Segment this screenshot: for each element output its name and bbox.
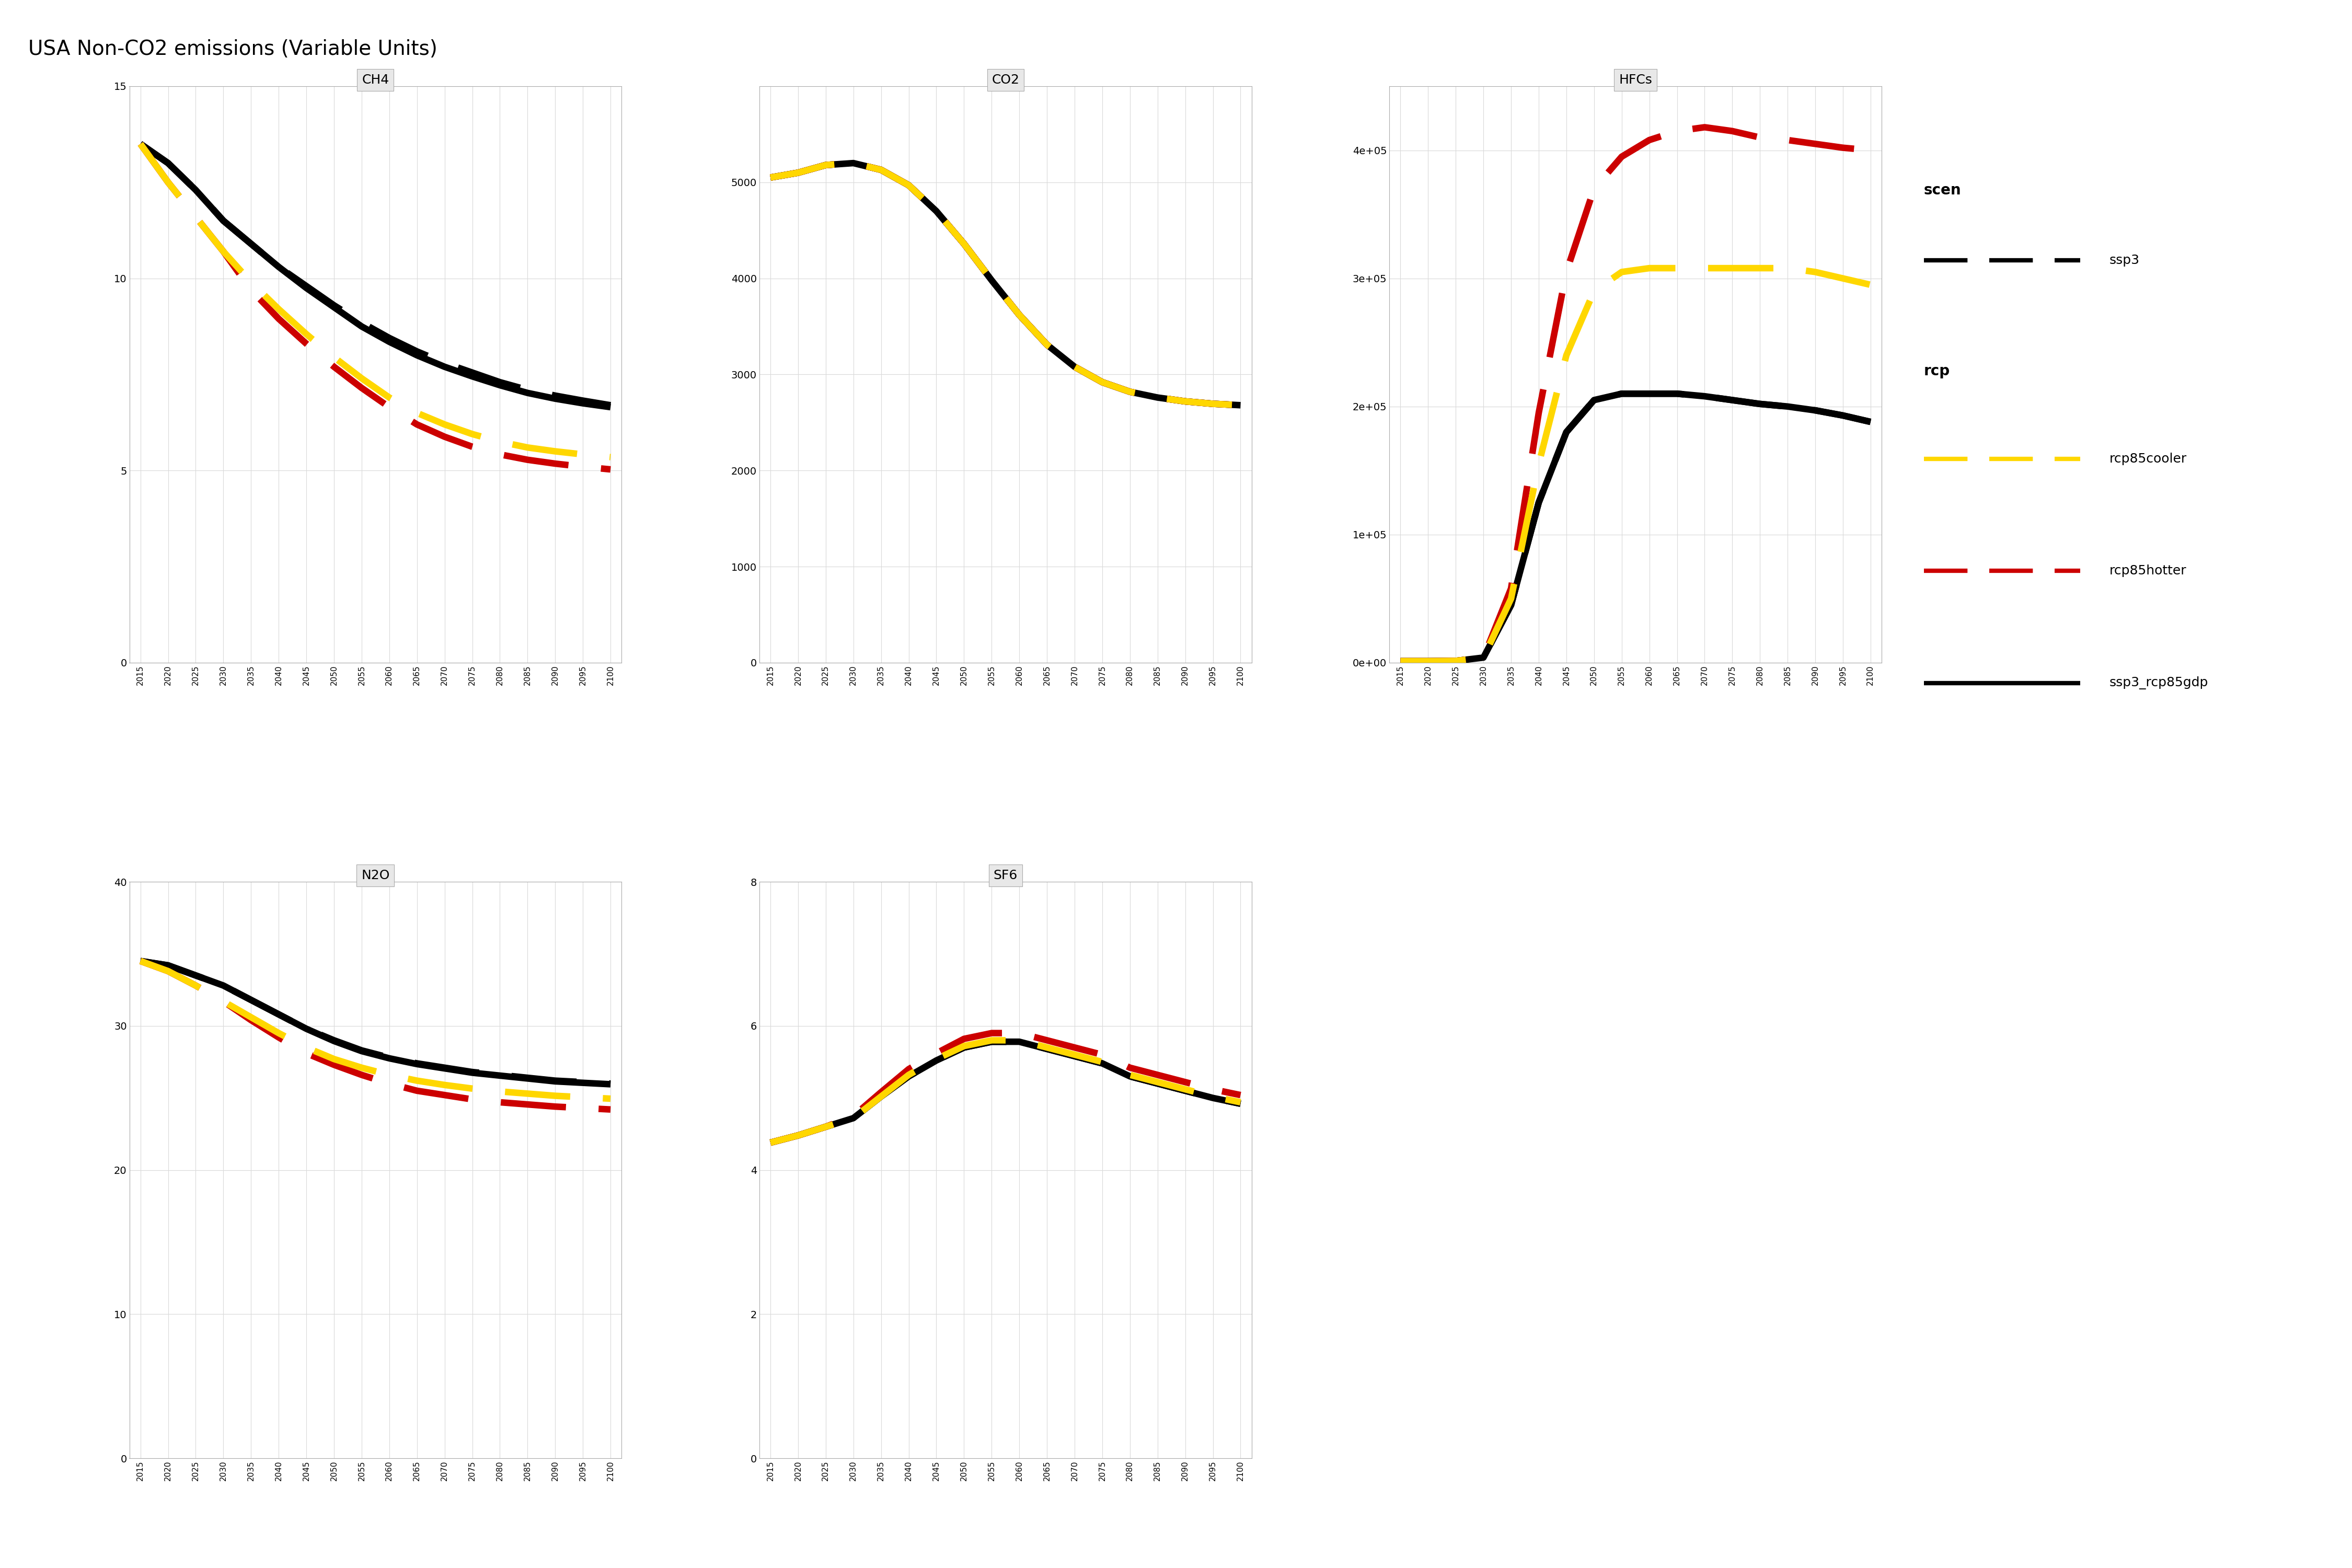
- Text: ssp3: ssp3: [2110, 254, 2140, 267]
- Text: scen: scen: [1924, 183, 1962, 198]
- Title: N2O: N2O: [362, 869, 390, 881]
- Title: CH4: CH4: [362, 74, 388, 86]
- Text: rcp85cooler: rcp85cooler: [2110, 452, 2187, 464]
- Title: CO2: CO2: [993, 74, 1018, 86]
- Text: rcp85hotter: rcp85hotter: [2110, 564, 2187, 577]
- Title: HFCs: HFCs: [1618, 74, 1651, 86]
- Text: rcp: rcp: [1924, 364, 1950, 378]
- Text: USA Non-CO2 emissions (Variable Units): USA Non-CO2 emissions (Variable Units): [28, 39, 437, 60]
- Title: SF6: SF6: [993, 869, 1018, 881]
- Text: ssp3_rcp85gdp: ssp3_rcp85gdp: [2110, 676, 2209, 690]
